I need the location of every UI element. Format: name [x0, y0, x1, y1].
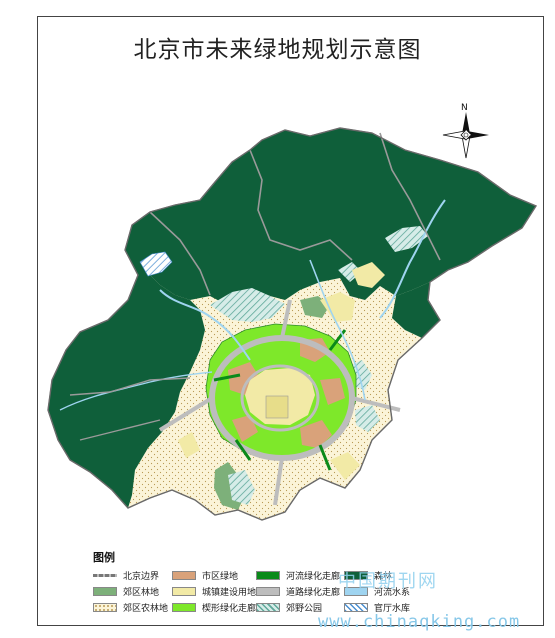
river [309, 259, 366, 401]
legend-label: 郊区农林地 [123, 604, 169, 614]
legend-label: 郊区林地 [123, 588, 160, 598]
legend-item-farmland: 郊区农林地 [93, 601, 168, 614]
legend-item-wedge-corridor: 楔形绿化走廊 [172, 601, 256, 614]
legend-label: 官厅水库 [374, 604, 411, 614]
map-title: 北京市未来绿地规划示意图 [133, 37, 422, 63]
legend-label: 郊野公园 [286, 604, 323, 614]
district-boundary [79, 419, 161, 441]
country-park [355, 405, 380, 432]
legend-label: 河流绿化走廊 [286, 572, 341, 582]
suburban-woodland-swatch [93, 587, 117, 596]
road-corridor-swatch [256, 587, 280, 596]
urban-green-patch [232, 415, 258, 442]
country-park [228, 470, 255, 505]
country-park [385, 226, 428, 252]
legend-item-guanting: 官厅水库 [344, 601, 410, 614]
district-boundary [249, 149, 353, 261]
legend-label: 楔形绿化走廊 [202, 604, 257, 614]
country-park [210, 288, 285, 322]
river-green-corridor [213, 329, 347, 471]
legend-label: 道路绿化走廊 [286, 588, 341, 598]
forest-swatch [344, 571, 368, 580]
wedge-corridor-swatch [172, 603, 196, 612]
guanting-swatch [344, 603, 368, 612]
legend-label: 河流水系 [374, 588, 411, 598]
urban-green-patch [300, 420, 332, 448]
river [159, 289, 251, 361]
legend-label: 城镇建设用地 [202, 588, 257, 598]
farmland-swatch [93, 603, 117, 612]
north-label: N [461, 103, 468, 113]
forest-region-west [48, 275, 205, 508]
legend-item-river-system: 河流水系 [344, 585, 410, 598]
urban-green-patch [320, 378, 345, 405]
forest-region-north [125, 128, 536, 304]
watermark-cn: 中国期刊网 [338, 571, 438, 592]
river-corridor-swatch [256, 571, 280, 580]
legend-title: 图例 [93, 551, 115, 564]
urban-green-swatch [172, 571, 196, 580]
legend-label: 森林 [374, 572, 393, 582]
town-construction-land [330, 452, 360, 480]
country-park-swatch [256, 603, 280, 612]
north-arrow-icon [442, 112, 489, 159]
legend-label: 市区绿地 [202, 572, 239, 582]
district-boundary [379, 132, 441, 261]
legend-item-forest: 森林 [344, 569, 392, 582]
road-greenbelt-inner [240, 364, 320, 432]
district-boundary [149, 211, 211, 296]
legend-item-suburban-woodland: 郊区林地 [93, 585, 159, 598]
town-land-swatch [172, 587, 196, 596]
guanting-reservoir [139, 251, 173, 277]
road-greenbelt-radial [158, 299, 401, 506]
watermark-url: www.chinaqking.com [318, 612, 521, 632]
river-system-swatch [344, 587, 368, 596]
river [379, 199, 446, 319]
town-construction-land [178, 432, 200, 458]
city-center-block [265, 395, 289, 419]
legend-item-urban-green: 市区绿地 [172, 569, 238, 582]
legend-label: 北京边界 [123, 572, 160, 582]
district-boundary [69, 377, 191, 396]
beijing-boundary [47, 127, 538, 521]
legend-item-river-corridor: 河流绿化走廊 [256, 569, 340, 582]
legend-item-road-corridor: 道路绿化走廊 [256, 585, 340, 598]
legend-item-country-park: 郊野公园 [256, 601, 322, 614]
town-construction-land [320, 292, 355, 322]
river [59, 371, 213, 411]
legend-item-town-land: 城镇建设用地 [172, 585, 256, 598]
boundary-swatch [93, 574, 117, 577]
legend-item-boundary: 北京边界 [93, 569, 159, 582]
town-construction-land [352, 262, 385, 288]
